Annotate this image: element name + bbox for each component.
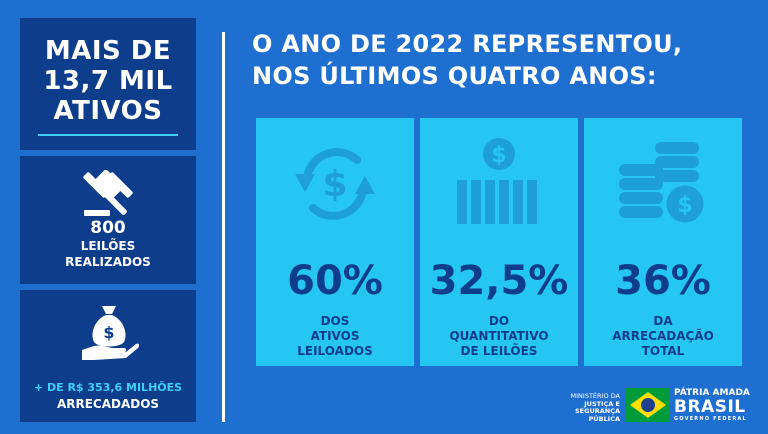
svg-text:$: $: [677, 193, 692, 218]
card-desc-line: ARRECADAÇÃO: [612, 329, 714, 343]
auctions-label: LEILÕES REALIZADOS: [20, 238, 196, 270]
total-assets-panel: MAIS DE 13,7 MIL ATIVOS: [20, 18, 196, 150]
headline-line: NOS ÚLTIMOS QUATRO ANOS:: [252, 62, 657, 90]
title-line: ATIVOS: [53, 96, 163, 126]
card-desc-line: DOS: [320, 314, 350, 328]
dollar-bars-icon: $: [457, 138, 537, 224]
money-bag-hand-icon: $: [82, 306, 140, 360]
card-desc-line: ATIVOS: [310, 329, 360, 343]
card-desc-line: LEILOADOS: [297, 344, 373, 358]
auctions-panel: 800 LEILÕES REALIZADOS: [20, 156, 196, 284]
card-percent: 36%: [615, 258, 711, 304]
svg-text:$: $: [322, 164, 347, 205]
government-brand: PÁTRIA AMADA BRASIL GOVERNO FEDERAL: [674, 388, 750, 423]
card-description: DO QUANTITATIVO DE LEILÕES: [420, 314, 578, 359]
card-description: DOS ATIVOS LEILOADOS: [256, 314, 414, 359]
title-line: 13,7 MIL: [43, 66, 173, 96]
government-flag-logo: [626, 388, 670, 422]
card-desc-line: QUANTITATIVO: [449, 329, 549, 343]
card-desc-line: DE LEILÕES: [460, 344, 538, 358]
stat-card-assets: $ 60% DOS ATIVOS LEILOADOS: [256, 118, 414, 366]
card-percent: 32,5%: [429, 258, 569, 304]
card-desc-line: DO: [488, 314, 510, 328]
title-underline: [38, 134, 178, 136]
ministry-line: JUSTIÇA E: [584, 399, 620, 408]
stat-card-auctions: $ 32,5% DO QUANTITATIVO DE LEILÕES: [420, 118, 578, 366]
auctions-label-line: REALIZADOS: [65, 255, 151, 269]
stat-card-revenue: $ 36% DA ARRECADAÇÃO TOTAL: [584, 118, 742, 366]
revenue-text: + DE R$ 353,6 MILHÕES ARRECADADOS: [20, 380, 196, 412]
brand-line2: BRASIL: [674, 397, 746, 417]
revenue-panel: $ + DE R$ 353,6 MILHÕES ARRECADADOS: [20, 290, 196, 422]
revenue-amount: + DE R$ 353,6 MILHÕES: [33, 381, 183, 394]
brand-line1: PÁTRIA AMADA: [674, 388, 750, 398]
ministry-line: MINISTÉRIO DA: [570, 392, 620, 400]
card-percent: 60%: [287, 258, 383, 304]
title-line: MAIS DE: [44, 36, 172, 66]
auctions-label-line: LEILÕES: [80, 239, 136, 253]
dollar-cycle-icon: $: [295, 148, 375, 220]
headline-line: O ANO DE 2022 REPRESENTOU,: [252, 30, 683, 58]
card-desc-line: TOTAL: [641, 344, 685, 358]
brand-line3: GOVERNO FEDERAL: [674, 416, 747, 422]
headline: O ANO DE 2022 REPRESENTOU, NOS ÚLTIMOS Q…: [252, 28, 682, 92]
gavel-icon: [83, 170, 133, 216]
revenue-label: ARRECADADOS: [56, 397, 160, 411]
svg-text:$: $: [491, 143, 506, 168]
card-desc-line: DA: [653, 314, 673, 328]
auctions-count: 800: [90, 218, 126, 238]
ministry-line: SEGURANÇA PÚBLICA: [574, 407, 620, 423]
coin-stack-icon: $: [619, 142, 707, 226]
svg-text:$: $: [103, 323, 114, 342]
ministry-label: MINISTÉRIO DA JUSTIÇA E SEGURANÇA PÚBLIC…: [552, 392, 620, 423]
card-description: DA ARRECADAÇÃO TOTAL: [584, 314, 742, 359]
total-assets-title: MAIS DE 13,7 MIL ATIVOS: [20, 18, 196, 126]
vertical-divider: [222, 32, 225, 422]
